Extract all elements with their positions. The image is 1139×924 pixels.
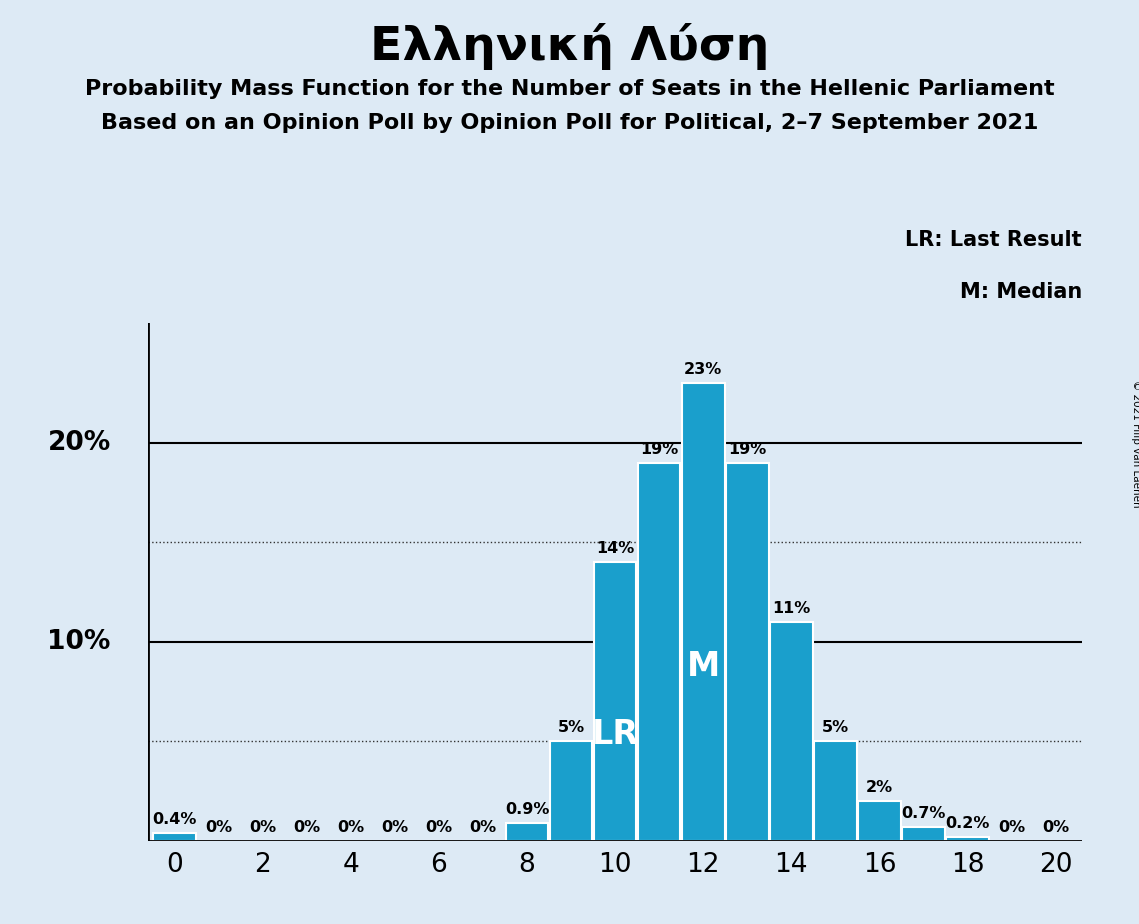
Text: 19%: 19% <box>728 442 767 456</box>
Text: Probability Mass Function for the Number of Seats in the Hellenic Parliament: Probability Mass Function for the Number… <box>84 79 1055 99</box>
Text: Based on an Opinion Poll by Opinion Poll for Political, 2–7 September 2021: Based on an Opinion Poll by Opinion Poll… <box>101 113 1038 133</box>
Text: 19%: 19% <box>640 442 678 456</box>
Text: 0.2%: 0.2% <box>945 816 990 831</box>
Text: 0%: 0% <box>998 820 1025 835</box>
Text: 0.7%: 0.7% <box>901 806 945 821</box>
Text: 5%: 5% <box>821 721 849 736</box>
Bar <box>506 823 548 841</box>
Bar <box>947 837 989 841</box>
Bar <box>638 463 680 841</box>
Text: 0%: 0% <box>382 820 409 835</box>
Text: 11%: 11% <box>772 601 811 616</box>
Text: 5%: 5% <box>557 721 584 736</box>
Text: 0%: 0% <box>425 820 452 835</box>
Bar <box>593 562 637 841</box>
Text: 0.4%: 0.4% <box>153 812 197 827</box>
Bar <box>770 622 812 841</box>
Text: 0%: 0% <box>293 820 320 835</box>
Text: 0%: 0% <box>249 820 276 835</box>
Text: 10%: 10% <box>48 629 110 655</box>
Text: M: Median: M: Median <box>960 282 1082 302</box>
Bar <box>814 741 857 841</box>
Text: LR: Last Result: LR: Last Result <box>906 230 1082 250</box>
Text: 0%: 0% <box>337 820 364 835</box>
Text: 2%: 2% <box>866 780 893 795</box>
Text: 0.9%: 0.9% <box>505 802 549 817</box>
Text: 23%: 23% <box>685 362 722 377</box>
Text: 20%: 20% <box>48 430 110 456</box>
Bar <box>902 827 945 841</box>
Text: © 2021 Filip van Laenen: © 2021 Filip van Laenen <box>1131 380 1139 507</box>
Text: 14%: 14% <box>596 541 634 556</box>
Text: LR: LR <box>591 719 639 751</box>
Bar <box>153 833 196 841</box>
Bar <box>726 463 769 841</box>
Text: 0%: 0% <box>1042 820 1070 835</box>
Bar <box>858 801 901 841</box>
Bar <box>682 383 724 841</box>
Text: 0%: 0% <box>469 820 497 835</box>
Text: M: M <box>687 650 720 684</box>
Text: Ελληνική Λύση: Ελληνική Λύση <box>370 23 769 70</box>
Bar <box>550 741 592 841</box>
Text: 0%: 0% <box>205 820 232 835</box>
